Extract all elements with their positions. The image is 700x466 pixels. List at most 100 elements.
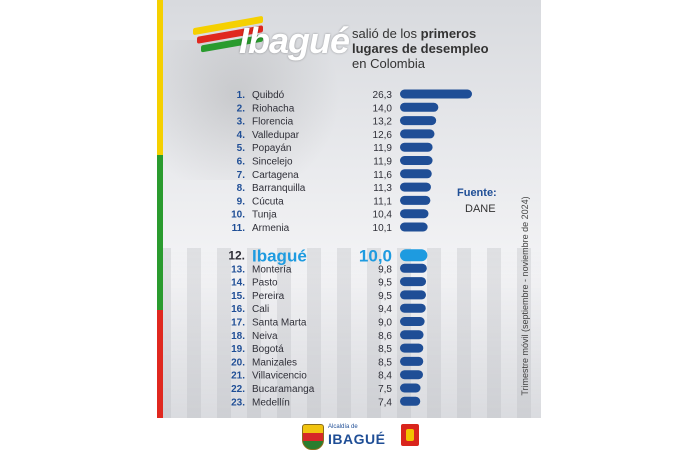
rank-label: 16. <box>231 304 245 315</box>
bar <box>400 102 439 112</box>
city-label: Barranquilla <box>252 183 306 194</box>
flag-side-stripe <box>157 0 163 466</box>
bar <box>400 249 428 262</box>
bar <box>400 330 424 340</box>
bar <box>400 129 435 139</box>
rank-label: 23. <box>231 397 245 408</box>
value-label: 11,1 <box>373 196 392 207</box>
bar <box>400 116 437 126</box>
bar <box>400 356 424 366</box>
rank-label: 5. <box>237 143 246 154</box>
bar <box>400 343 424 353</box>
city-label: Florencia <box>252 117 294 128</box>
subtitle-prefix: salió de los <box>352 26 421 41</box>
rank-label: 2. <box>237 103 246 114</box>
poster: Ibagué salió de los primeros lugares de … <box>157 0 541 466</box>
rank-label: 14. <box>231 278 245 289</box>
rank-label: 6. <box>237 157 246 168</box>
city-label: Manizales <box>252 357 297 368</box>
city-label: Valledupar <box>252 130 300 141</box>
rank-label: 17. <box>231 318 245 329</box>
rank-label: 22. <box>231 384 245 395</box>
subtitle: salió de los primeros lugares de desempl… <box>352 26 489 71</box>
footer: Alcaldía de IBAGUÉ <box>157 418 541 466</box>
bar <box>400 370 423 380</box>
value-label: 10,1 <box>373 223 393 234</box>
city-label: Sincelejo <box>252 157 293 168</box>
rank-label: 13. <box>231 264 245 275</box>
subtitle-line3: en Colombia <box>352 56 425 71</box>
city-label: Pereira <box>252 291 285 302</box>
rank-label: 10. <box>231 210 245 221</box>
source-value: DANE <box>465 203 496 215</box>
city-label: Armenia <box>252 223 290 234</box>
rank-label: 15. <box>231 291 245 302</box>
footer-logo-text: IBAGUÉ <box>328 431 386 447</box>
city-label: Medellín <box>252 397 290 408</box>
city-label: Cali <box>252 304 269 315</box>
value-label: 12,6 <box>373 130 393 141</box>
value-label: 7,5 <box>378 384 392 395</box>
bar <box>400 396 421 406</box>
rank-label: 11. <box>232 223 246 234</box>
bar <box>400 169 432 179</box>
city-label: Quibdó <box>252 90 285 101</box>
value-label: 8,6 <box>378 331 392 342</box>
bar <box>400 89 472 99</box>
city-label: Villavicencio <box>252 371 307 382</box>
city-label: Ibagué <box>252 246 307 265</box>
city-label: Bogotá <box>252 344 284 355</box>
value-label: 8,4 <box>378 371 392 382</box>
bar <box>400 383 421 393</box>
bar <box>400 303 426 313</box>
subtitle-line2: lugares de desempleo <box>352 41 489 56</box>
bar <box>400 222 428 232</box>
background-photo-sky <box>157 40 357 180</box>
secondary-logo-icon <box>401 424 419 446</box>
rank-label: 20. <box>231 357 245 368</box>
value-label: 10,4 <box>373 210 393 221</box>
value-label: 11,9 <box>373 143 392 154</box>
rank-label: 21. <box>231 371 245 382</box>
period-note: Trimestre móvil (septiembre - noviembre … <box>520 196 530 396</box>
rank-label: 8. <box>237 183 246 194</box>
value-label: 9,4 <box>378 304 392 315</box>
bar <box>400 317 425 326</box>
bar <box>400 209 429 219</box>
city-label: Santa Marta <box>252 318 307 329</box>
rank-label: 18. <box>231 331 245 342</box>
subtitle-bold: primeros <box>420 26 477 41</box>
bar <box>400 263 427 273</box>
unemployment-bar-chart: 1. Quibdó 26,3 2. Riohacha 14,0 3. Florencia 13,… <box>228 89 472 408</box>
brand-title: Ibagué <box>239 20 350 61</box>
city-label: Cúcuta <box>252 196 284 207</box>
value-label: 8,5 <box>378 344 392 355</box>
city-label: Neiva <box>252 331 278 342</box>
bar <box>400 182 431 192</box>
rank-label: 9. <box>237 196 246 207</box>
rank-label: 7. <box>237 170 246 181</box>
value-label: 8,5 <box>378 357 392 368</box>
footer-small-text: Alcaldía de <box>328 424 358 430</box>
value-label: 9,5 <box>378 278 392 289</box>
value-label: 9,5 <box>378 291 392 302</box>
background-photo-city <box>157 248 541 448</box>
city-label: Montería <box>252 264 292 275</box>
value-label: 13,2 <box>373 117 393 128</box>
value-label: 14,0 <box>373 103 393 114</box>
rank-label: 19. <box>231 344 245 355</box>
value-label: 11,9 <box>373 157 392 168</box>
city-label: Popayán <box>252 143 291 154</box>
bar <box>400 156 433 165</box>
bar <box>400 195 431 205</box>
city-label: Bucaramanga <box>252 384 315 395</box>
coat-of-arms-icon <box>302 424 324 450</box>
value-label: 10,0 <box>359 246 392 265</box>
value-label: 11,3 <box>373 183 392 194</box>
city-label: Riohacha <box>252 103 295 114</box>
bar <box>400 142 433 152</box>
bar <box>400 277 427 287</box>
source-label: Fuente: <box>457 187 497 199</box>
value-label: 9,8 <box>378 264 392 275</box>
value-label: 9,0 <box>378 318 392 329</box>
